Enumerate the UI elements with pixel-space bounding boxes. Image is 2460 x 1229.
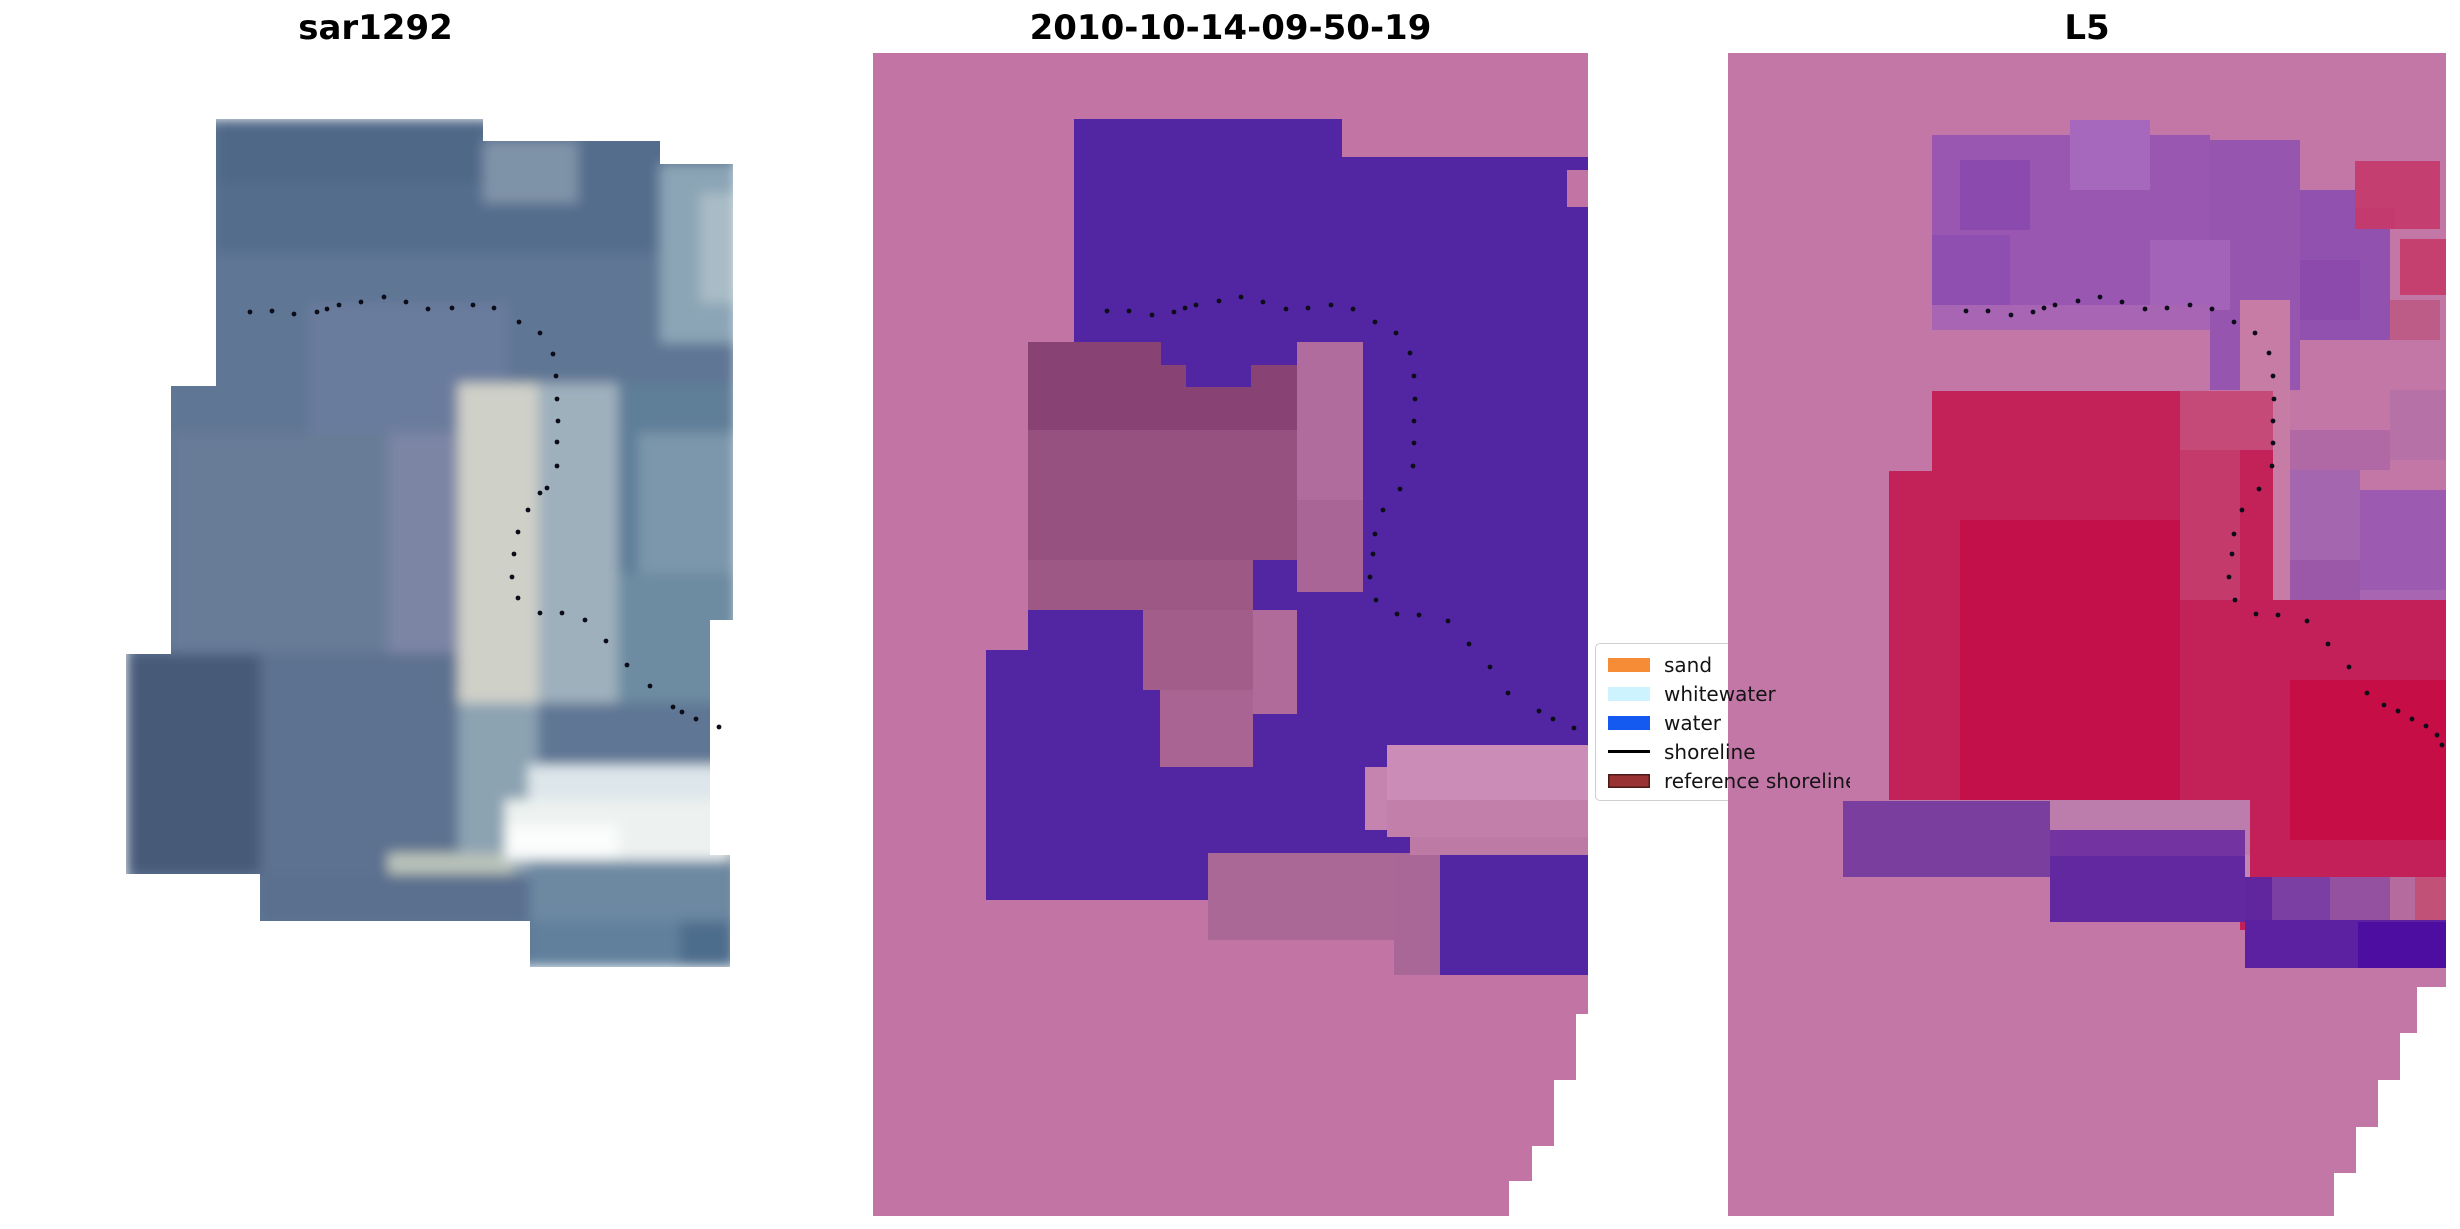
legend-item-water: water — [1595, 708, 1850, 737]
legend-line-swatch — [1608, 750, 1650, 753]
legend-label: reference shoreline — [1664, 768, 1850, 793]
panel-l5: L5 — [1728, 8, 2446, 1216]
panel-title-l5: L5 — [2064, 8, 2110, 48]
panel-title-sar1292: sar1292 — [298, 8, 453, 48]
panel-classified-date: 2010-10-14-09-50-19 — [873, 8, 1588, 1216]
legend-item-whitewater: whitewater — [1595, 679, 1850, 708]
legend-item-reference-shoreline: reference shoreline — [1595, 766, 1850, 795]
legend-label: water — [1664, 710, 1721, 735]
legend-label: sand — [1664, 652, 1713, 677]
l5-image — [1728, 53, 2446, 1216]
legend-patch-swatch — [1608, 715, 1650, 730]
sar1292-shoreline-dots — [247, 294, 722, 730]
panel-sar1292: sar1292 — [18, 8, 733, 1216]
legend-item-sand: sand — [1595, 650, 1850, 679]
legend-label: shoreline — [1664, 739, 1756, 764]
legend-patch-swatch — [1608, 657, 1650, 672]
l5-shoreline-dots — [1963, 294, 2445, 748]
legend-patch-swatch — [1608, 686, 1650, 701]
classified-shoreline-dots — [1104, 294, 1577, 731]
sar1292-image — [126, 119, 733, 967]
legend-patch-swatch — [1608, 773, 1650, 788]
classified-image — [873, 53, 1588, 1216]
legend-item-shoreline: shoreline — [1595, 737, 1850, 766]
legend: sand whitewater water shoreline reference sh… — [1595, 643, 1850, 801]
panel-title-date: 2010-10-14-09-50-19 — [1029, 8, 1432, 48]
legend-label: whitewater — [1664, 681, 1776, 706]
